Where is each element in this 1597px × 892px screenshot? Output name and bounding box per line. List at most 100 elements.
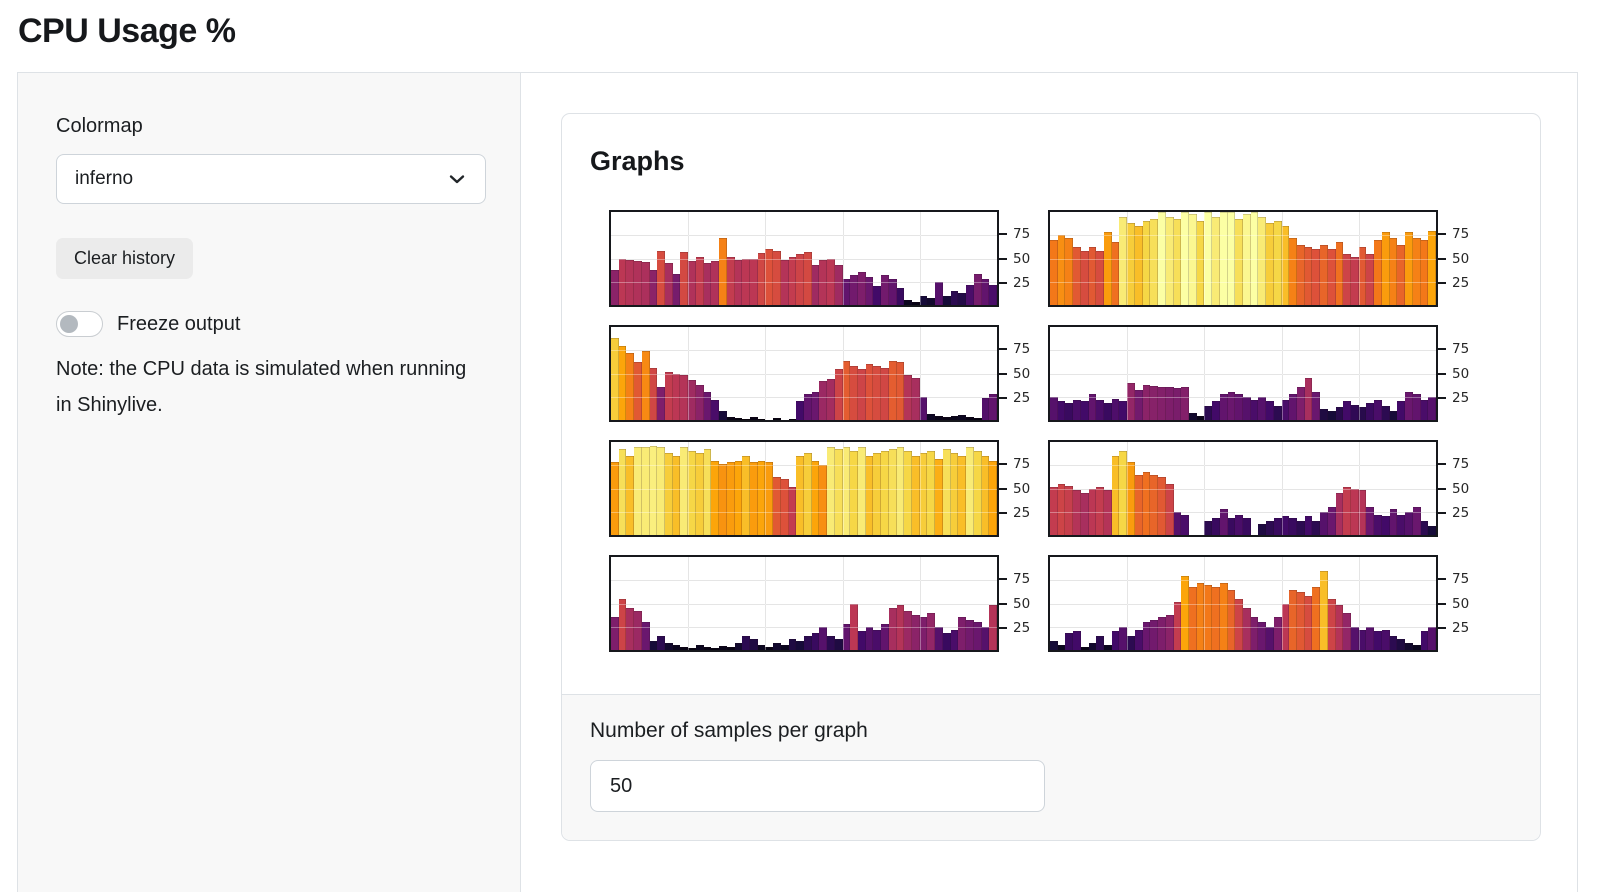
h-gridline xyxy=(611,603,997,605)
cpu-bar xyxy=(1389,508,1398,535)
v-gridline xyxy=(688,557,690,650)
cpu-bar xyxy=(1227,518,1236,535)
cpu-bar xyxy=(1088,488,1097,535)
cpu-bar xyxy=(1065,485,1074,535)
cpu-bar xyxy=(1335,406,1344,420)
y-tick-label: 25 xyxy=(1013,504,1031,521)
cpu-bar xyxy=(672,274,681,305)
graphs-card: Graphs 25 50 75 25 50 75 25 50 75 25 50 75 25 50 75 25 5… xyxy=(561,113,1541,841)
cpu-bar xyxy=(1050,640,1058,650)
cpu-bar xyxy=(672,455,681,535)
cpu-bar xyxy=(1142,221,1151,305)
cpu-graph-figure: 25 50 75 xyxy=(1048,325,1481,422)
cpu-bar xyxy=(881,275,889,305)
colormap-select[interactable]: inferno xyxy=(56,154,486,204)
cpu-bar xyxy=(1358,490,1367,535)
cpu-bar xyxy=(1343,612,1352,650)
cpu-bar xyxy=(1173,219,1182,305)
y-tick-mark xyxy=(999,626,1007,629)
cpu-bar xyxy=(1351,626,1359,650)
cpu-bar xyxy=(881,367,889,420)
v-gridline-overlay xyxy=(1204,327,1206,420)
cpu-bar xyxy=(1150,219,1159,305)
cpu-bar xyxy=(1119,216,1128,305)
cpu-bar xyxy=(842,361,851,420)
cpu-bar xyxy=(657,251,666,305)
v-gridline-overlay xyxy=(842,327,844,420)
cpu-bar xyxy=(788,256,797,305)
cpu-bar xyxy=(618,258,627,305)
cpu-bar xyxy=(1073,399,1081,420)
clear-history-button[interactable]: Clear history xyxy=(56,238,194,279)
v-gridline xyxy=(1358,327,1360,420)
cpu-bar xyxy=(657,636,666,650)
v-gridline-overlay xyxy=(842,212,844,305)
cpu-bar xyxy=(1335,605,1344,650)
cpu-bar xyxy=(657,446,666,535)
cpu-bar xyxy=(1204,212,1213,305)
cpu-bar xyxy=(1312,249,1321,305)
cpu-bar xyxy=(850,275,858,305)
cpu-bar xyxy=(919,453,928,535)
cpu-bar xyxy=(641,622,650,650)
cpu-bar xyxy=(1304,378,1313,420)
cpu-bar xyxy=(1057,645,1066,650)
cpu-bar xyxy=(1250,212,1259,305)
cpu-bar xyxy=(749,462,758,535)
cpu-graph-figure: 25 50 75 xyxy=(609,325,1042,422)
cpu-bar xyxy=(1142,622,1151,650)
cpu-bar xyxy=(989,605,997,650)
y-tick-mark xyxy=(1438,602,1446,605)
cpu-bar xyxy=(912,455,920,535)
y-tick-mark xyxy=(999,233,1007,236)
cpu-bar xyxy=(688,261,696,305)
h-gridline xyxy=(611,373,997,375)
cpu-bar xyxy=(1289,393,1297,420)
chevron-down-icon xyxy=(449,175,465,184)
cpu-bar xyxy=(757,645,766,650)
cpu-bar xyxy=(1127,382,1135,420)
v-gridline-overlay xyxy=(1204,442,1206,535)
cpu-bar xyxy=(788,419,797,420)
sidebar: Colormap inferno Clear history Freeze ou… xyxy=(18,73,521,892)
y-tick-label: 50 xyxy=(1013,250,1031,267)
cpu-bar xyxy=(803,636,812,650)
cpu-bar xyxy=(773,251,781,305)
cpu-bar xyxy=(1050,486,1058,535)
cpu-bar xyxy=(873,629,882,650)
h-gridline-overlay xyxy=(1050,396,1436,398)
v-gridline-overlay xyxy=(765,212,767,305)
cpu-bar xyxy=(626,353,635,420)
cpu-bar xyxy=(649,445,658,535)
h-gridline-overlay xyxy=(611,603,997,605)
cpu-bar xyxy=(1381,406,1390,420)
cpu-bar xyxy=(749,638,758,650)
y-tick-mark xyxy=(999,511,1007,514)
cpu-bar xyxy=(1073,247,1081,305)
h-gridline-overlay xyxy=(1050,626,1436,628)
cpu-bar xyxy=(680,375,689,420)
cpu-bar xyxy=(1204,584,1213,650)
h-gridline xyxy=(611,580,997,582)
h-gridline xyxy=(1050,350,1436,352)
y-tick-label: 25 xyxy=(1452,504,1470,521)
cpu-bar xyxy=(1134,474,1143,535)
cpu-bar xyxy=(989,393,997,420)
cpu-bar xyxy=(842,623,851,650)
h-gridline xyxy=(1050,603,1436,605)
cpu-bar xyxy=(634,261,642,305)
freeze-output-toggle[interactable] xyxy=(56,311,103,337)
y-tick-mark xyxy=(1438,626,1446,629)
cpu-bar xyxy=(1235,393,1243,420)
cpu-bar xyxy=(1381,516,1390,535)
cpu-bar xyxy=(1258,396,1267,420)
cpu-bar xyxy=(858,272,866,305)
cpu-bar xyxy=(1405,642,1413,650)
cpu-bar xyxy=(1165,483,1174,535)
cpu-bar xyxy=(803,453,812,535)
samples-input[interactable] xyxy=(590,760,1045,812)
cpu-bar xyxy=(935,458,943,535)
cpu-bar xyxy=(1158,617,1166,650)
cpu-bar xyxy=(1196,221,1205,305)
cpu-bar xyxy=(1219,583,1228,650)
